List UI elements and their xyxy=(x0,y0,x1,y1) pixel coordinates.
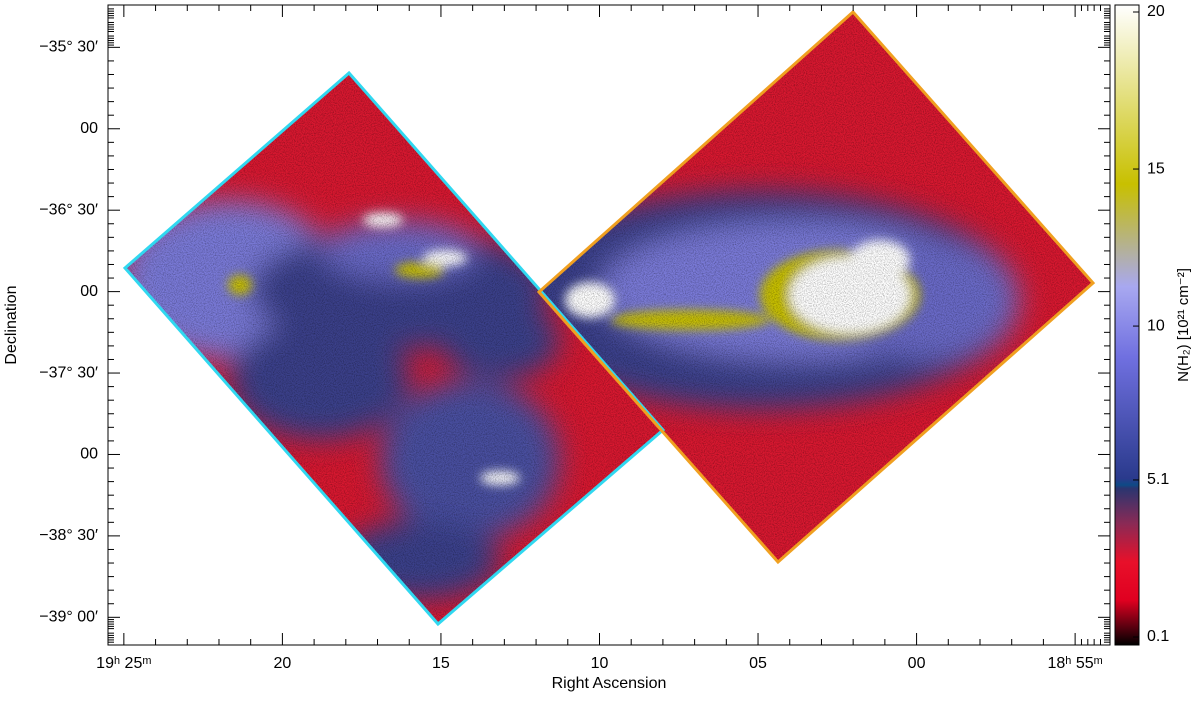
x-tick-label: 10 xyxy=(591,655,609,672)
y-tick-label: −36° 30′ xyxy=(39,201,98,218)
x-tick-label: 05 xyxy=(749,655,767,672)
y-tick-label: −38° 30′ xyxy=(39,527,98,544)
plot-frame xyxy=(107,4,1111,646)
field-east xyxy=(539,12,1093,562)
x-axis-label: Right Ascension xyxy=(552,675,667,692)
colorbar-label: N(H₂) [10²¹ cm⁻²] xyxy=(1175,268,1192,382)
colorbar-tick-label: 15 xyxy=(1147,160,1165,177)
x-tick-label: 20 xyxy=(274,655,292,672)
y-tick-label: 00 xyxy=(80,120,98,137)
x-tick-label: 00 xyxy=(908,655,926,672)
y-tick-label: −39° 00′ xyxy=(39,609,98,626)
y-tick-label: 00 xyxy=(80,283,98,300)
y-tick-label: −35° 30′ xyxy=(39,39,98,56)
x-tick-label: 15 xyxy=(432,655,450,672)
field-east-outline xyxy=(536,9,1096,565)
y-tick-label: −37° 30′ xyxy=(39,364,98,381)
colorbar-tick-label: 20 xyxy=(1147,3,1165,20)
x-tick-label: 19ʰ 25ᵐ xyxy=(96,655,151,672)
y-axis-label: Declination xyxy=(3,285,20,364)
colorbar xyxy=(1114,4,1140,646)
colorbar-tick-label: 5.1 xyxy=(1147,471,1169,488)
colorbar-tick-label: 0.1 xyxy=(1147,628,1169,645)
colorbar-tick-label: 10 xyxy=(1147,317,1165,334)
y-tick-label: 00 xyxy=(80,446,98,463)
x-tick-label: 18ʰ 55ᵐ xyxy=(1047,655,1102,672)
